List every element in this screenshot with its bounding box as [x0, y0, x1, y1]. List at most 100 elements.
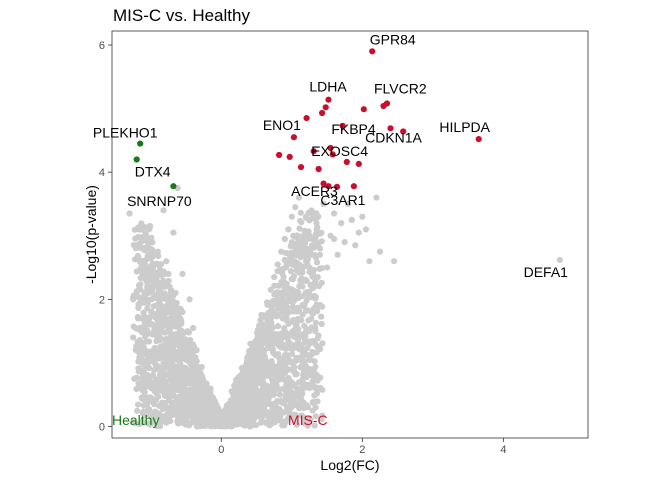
ns-point	[156, 328, 163, 335]
ns-point	[278, 248, 285, 255]
ns-point	[263, 420, 270, 427]
ns-point	[166, 283, 173, 290]
ns-point	[172, 289, 179, 297]
ns-point	[235, 388, 242, 395]
ns-point	[263, 394, 270, 401]
ns-point	[284, 377, 292, 384]
ns-point	[134, 407, 141, 414]
ns-point	[331, 235, 338, 243]
ns-point	[179, 270, 186, 277]
ns-point	[311, 358, 318, 365]
ns-point	[172, 323, 179, 330]
ns-point	[157, 288, 164, 295]
ns-point	[144, 245, 151, 252]
ns-point	[373, 194, 380, 201]
ns-point	[318, 238, 325, 245]
ns-point	[202, 394, 209, 401]
ns-point	[144, 352, 151, 359]
ns-point	[274, 268, 281, 275]
ns-point	[175, 366, 183, 373]
ns-point	[294, 315, 302, 322]
ns-point	[146, 223, 153, 230]
ns-point	[246, 361, 253, 368]
ns-point	[276, 412, 283, 419]
ns-point	[204, 413, 211, 420]
up-point	[297, 164, 305, 171]
ns-point	[277, 342, 284, 349]
ns-point	[173, 355, 180, 362]
ns-point	[244, 417, 251, 424]
ns-point	[264, 299, 271, 306]
ns-point	[366, 258, 373, 265]
ns-point	[282, 310, 289, 317]
gene-label: LDHA	[309, 79, 347, 95]
ns-point	[290, 366, 297, 373]
ns-point	[303, 214, 310, 221]
ns-point	[232, 413, 239, 420]
gene-label: FKBP4	[331, 121, 376, 137]
ns-point	[165, 294, 172, 301]
up-point	[339, 122, 346, 129]
ns-point	[245, 367, 252, 374]
up-point	[303, 115, 310, 122]
ns-point	[150, 268, 157, 275]
ns-point	[293, 421, 300, 428]
ns-point	[275, 304, 282, 311]
x-tick-label: 4	[500, 444, 506, 456]
ns-point	[314, 259, 321, 266]
ns-point	[254, 347, 262, 354]
ns-point	[306, 232, 313, 239]
ns-point	[293, 267, 300, 274]
ns-point	[156, 297, 163, 304]
ns-point	[334, 251, 341, 258]
ns-point	[302, 333, 309, 340]
ns-point	[301, 414, 308, 422]
ns-point	[289, 304, 297, 311]
ns-point	[253, 422, 260, 429]
ns-point	[269, 405, 276, 413]
ns-point	[282, 419, 289, 426]
ns-point	[297, 209, 304, 216]
ns-point	[319, 340, 326, 347]
ns-point	[137, 281, 144, 288]
ns-point	[298, 293, 305, 300]
ns-point	[308, 315, 315, 322]
ns-point	[309, 351, 316, 358]
ns-point	[281, 397, 289, 404]
ns-point	[300, 244, 307, 251]
ns-point	[140, 309, 147, 316]
ns-point	[155, 262, 162, 269]
ns-point	[271, 282, 278, 289]
misc-corner-label: MIS-C	[288, 412, 328, 428]
ns-point	[166, 405, 173, 412]
ns-point	[180, 393, 188, 401]
ns-point	[309, 282, 316, 289]
ns-point	[142, 323, 149, 330]
ns-point	[301, 346, 308, 353]
ns-point	[276, 354, 283, 361]
ns-point	[146, 338, 153, 345]
up-point	[290, 134, 297, 141]
ns-point	[298, 219, 305, 226]
ns-point	[138, 329, 145, 336]
ns-point	[292, 402, 300, 409]
ns-point	[312, 413, 319, 420]
ns-point	[236, 396, 243, 403]
ns-point	[284, 352, 291, 359]
up-point	[369, 48, 376, 55]
ns-point	[309, 372, 316, 379]
ns-point	[194, 394, 202, 401]
ns-points-group	[126, 185, 563, 430]
ns-point	[130, 334, 137, 341]
ns-point	[348, 216, 355, 223]
ns-point	[135, 401, 142, 408]
ns-point	[299, 376, 306, 383]
ns-point	[311, 292, 318, 300]
ns-point	[274, 294, 282, 301]
up-point	[327, 144, 334, 152]
ns-point	[313, 308, 320, 315]
ns-point	[299, 390, 306, 397]
ns-point	[133, 385, 140, 393]
ns-point	[139, 386, 146, 394]
